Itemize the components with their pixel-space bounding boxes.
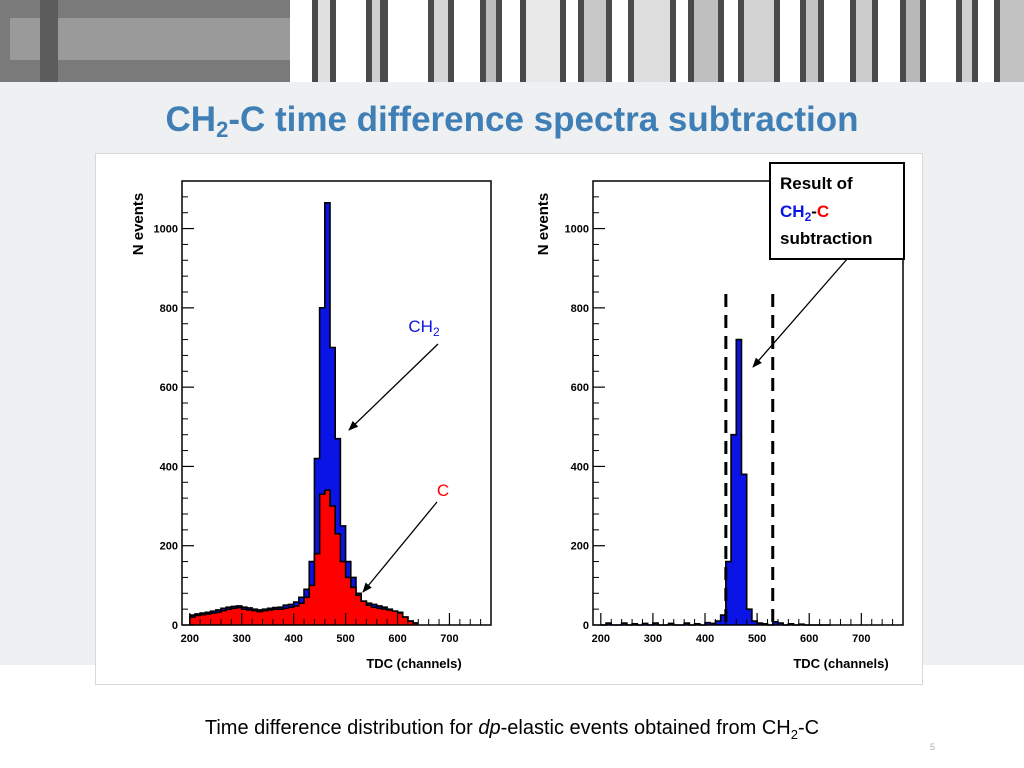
chart2-result-box-ch-text: CH — [780, 202, 805, 221]
chart1-xtick-label: 200 — [181, 633, 199, 645]
chart1-annotation-sub-text: 2 — [433, 325, 440, 339]
chart2-ytick-label: 600 — [571, 382, 589, 394]
chart2-y-axis-title: N events — [535, 193, 552, 256]
decorative-top-banner — [0, 0, 1024, 82]
chart2-xtick-label: 500 — [748, 633, 766, 645]
chart2-ytick-label: 200 — [571, 541, 589, 553]
slide-number: 5 — [930, 742, 936, 752]
chart2-series-ch2-c-outline — [600, 338, 831, 626]
chart2-result-box-line2: CH2-C — [780, 202, 829, 224]
chart1-annotation-arrow — [348, 343, 439, 431]
chart1-xtick-label: 600 — [388, 633, 406, 645]
chart2-xtick-label: 600 — [800, 633, 818, 645]
chart2-ytick-label: 1000 — [565, 224, 589, 236]
chart2-result-box-sub-text: 2 — [805, 210, 812, 224]
chart1-series-c-outline — [188, 489, 419, 625]
slide-title: CH2-C time difference spectra subtractio… — [0, 100, 1024, 143]
chart2-xtick-label: 200 — [592, 633, 610, 645]
chart1-annotation-ch-label: CH2 — [408, 317, 440, 339]
chart1-ytick-label: 400 — [160, 461, 178, 473]
chart1-series-ch2-fill — [189, 202, 419, 625]
chart1-xtick-label: 300 — [233, 633, 251, 645]
chart1-annotation-c-label: C — [437, 481, 449, 500]
chart1-ytick-label: 200 — [160, 541, 178, 553]
title-rest: -C time difference spectra subtraction — [228, 100, 859, 139]
caption-emphasis: dp — [478, 717, 501, 739]
chart1-xtick-label: 400 — [284, 633, 302, 645]
chart2-xtick-label: 700 — [852, 633, 870, 645]
chart2-ytick-label: 0 — [583, 620, 589, 632]
chart2-ytick-label: 400 — [571, 461, 589, 473]
chart2-result-box-line3: subtraction — [780, 229, 873, 248]
chart1-annotation-arrow — [362, 501, 438, 593]
chart1-series-c-fill — [189, 490, 419, 625]
title-main: CH — [165, 100, 217, 139]
chart2-xtick-label: 300 — [644, 633, 662, 645]
chart2-result-box-line1: Result of — [780, 174, 853, 193]
chart1-ytick-label: 800 — [160, 303, 178, 315]
chart2-result-arrow — [752, 257, 849, 368]
chart2-xtick-label: 400 — [696, 633, 714, 645]
chart2-result-box-dash-text: - — [811, 202, 817, 221]
chart1-x-axis-title: TDC (channels) — [366, 656, 461, 671]
chart-panel: 0 200 400 600 800 1000 200 300 400 500 600 700 TDC (… — [95, 153, 923, 685]
chart2-ytick-label: 800 — [571, 303, 589, 315]
caption-mid: -elastic events obtained from CH — [500, 717, 791, 739]
title-subscript: 2 — [216, 117, 229, 142]
slide-caption: Time difference distribution for dp-elas… — [0, 717, 1024, 742]
chart1-xtick-label: 500 — [336, 633, 354, 645]
chart1-ytick-label: 600 — [160, 382, 178, 394]
chart2-result-box — [769, 162, 905, 260]
chart1-ytick-label: 1000 — [154, 224, 178, 236]
chart1-annotation-main-text: CH — [408, 317, 433, 336]
chart1-ytick-label: 0 — [172, 620, 178, 632]
chart1-y-axis-title: N events — [130, 193, 147, 256]
chart1-xtick-label: 700 — [440, 633, 458, 645]
chart1-series-ch2-outline — [188, 202, 419, 625]
chart2-result-box-c-text: C — [817, 202, 829, 221]
caption-post: -C — [797, 717, 820, 739]
chart1-annotation-main-text: C — [437, 481, 449, 500]
chart2-x-axis-title: TDC (channels) — [793, 656, 888, 671]
caption-pre: Time difference distribution for — [204, 717, 479, 739]
caption-subscript: 2 — [790, 727, 798, 742]
chart2-series-ch2-c-fill — [600, 339, 831, 625]
